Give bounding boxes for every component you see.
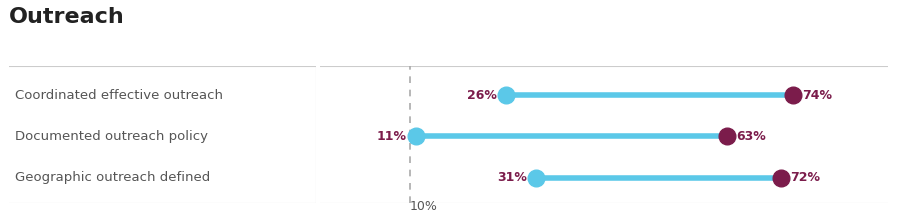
- Text: 31%: 31%: [497, 171, 527, 184]
- Text: 74%: 74%: [802, 89, 832, 102]
- Text: 26%: 26%: [467, 89, 497, 102]
- Text: Outreach: Outreach: [9, 7, 124, 27]
- Text: 10%: 10%: [410, 200, 437, 213]
- Text: 72%: 72%: [790, 171, 820, 184]
- Text: Documented outreach policy: Documented outreach policy: [15, 130, 208, 143]
- Text: 11%: 11%: [377, 130, 407, 143]
- Text: Coordinated effective outreach: Coordinated effective outreach: [15, 89, 223, 102]
- Text: 63%: 63%: [736, 130, 766, 143]
- Text: Geographic outreach defined: Geographic outreach defined: [15, 171, 210, 184]
